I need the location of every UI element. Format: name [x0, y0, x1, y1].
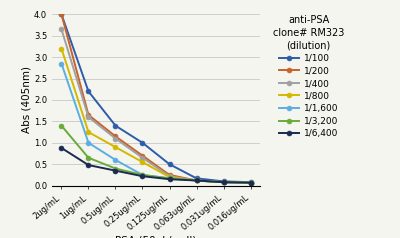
1/800 [167, 176, 172, 178]
1/200 [167, 174, 172, 176]
1/100 [59, 13, 64, 16]
1/800 [113, 146, 118, 149]
Line: 1/100: 1/100 [59, 12, 253, 185]
X-axis label: PSA (50uL/well): PSA (50uL/well) [115, 235, 197, 238]
1/800 [194, 179, 199, 182]
Legend: 1/100, 1/200, 1/400, 1/800, 1/1,600, 1/3,200, 1/6,400: 1/100, 1/200, 1/400, 1/800, 1/1,600, 1/3… [273, 15, 344, 139]
Line: 1/800: 1/800 [59, 46, 253, 185]
1/400 [248, 181, 253, 184]
1/800 [59, 47, 64, 50]
1/100 [167, 163, 172, 166]
Line: 1/6,400: 1/6,400 [59, 145, 253, 185]
1/400 [59, 28, 64, 31]
1/400 [140, 156, 145, 159]
1/200 [248, 181, 253, 184]
1/6,400 [86, 164, 91, 167]
1/3,200 [140, 174, 145, 176]
1/200 [140, 154, 145, 157]
1/3,200 [113, 167, 118, 170]
1/6,400 [59, 147, 64, 149]
1/1,600 [59, 62, 64, 65]
1/100 [86, 90, 91, 93]
1/1,600 [140, 174, 145, 176]
1/6,400 [140, 175, 145, 178]
Y-axis label: Abs (405nm): Abs (405nm) [21, 66, 31, 134]
1/800 [248, 181, 253, 184]
1/200 [86, 114, 91, 116]
1/800 [140, 161, 145, 164]
1/3,200 [221, 181, 226, 184]
1/6,400 [248, 181, 253, 184]
1/1,600 [221, 181, 226, 184]
Line: 1/3,200: 1/3,200 [59, 123, 253, 185]
1/1,600 [248, 181, 253, 184]
1/1,600 [86, 141, 91, 144]
1/100 [248, 181, 253, 184]
1/400 [167, 175, 172, 178]
1/6,400 [221, 181, 226, 184]
1/200 [59, 13, 64, 16]
1/200 [113, 135, 118, 138]
1/3,200 [248, 181, 253, 184]
Line: 1/200: 1/200 [59, 12, 253, 185]
1/800 [221, 181, 226, 184]
1/100 [194, 177, 199, 180]
1/200 [194, 179, 199, 182]
1/3,200 [167, 177, 172, 180]
1/6,400 [113, 169, 118, 172]
1/400 [113, 137, 118, 140]
1/6,400 [167, 178, 172, 181]
Line: 1/1,600: 1/1,600 [59, 61, 253, 185]
1/1,600 [113, 159, 118, 161]
1/3,200 [59, 124, 64, 127]
Line: 1/400: 1/400 [59, 27, 253, 185]
1/400 [194, 179, 199, 182]
1/1,600 [167, 177, 172, 180]
1/1,600 [194, 179, 199, 182]
1/3,200 [86, 156, 91, 159]
1/800 [86, 131, 91, 134]
1/100 [221, 180, 226, 183]
1/200 [221, 181, 226, 184]
1/400 [221, 181, 226, 184]
1/3,200 [194, 179, 199, 182]
1/400 [86, 116, 91, 119]
1/100 [140, 141, 145, 144]
1/6,400 [194, 179, 199, 182]
1/100 [113, 124, 118, 127]
